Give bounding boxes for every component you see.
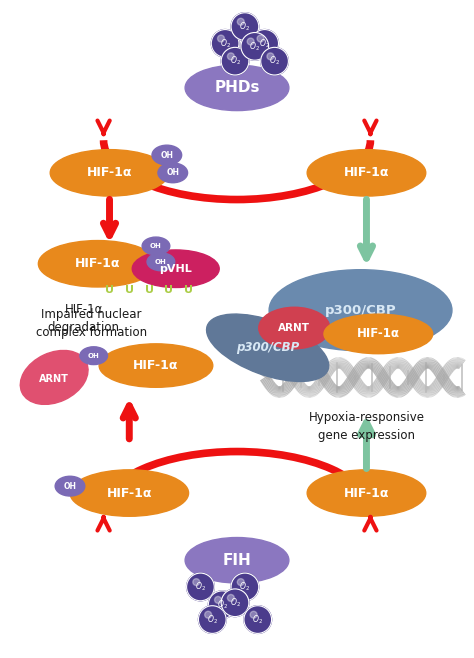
- Circle shape: [257, 35, 264, 42]
- Text: p300/CBP: p300/CBP: [325, 304, 396, 316]
- Text: HIF-1α: HIF-1α: [75, 257, 120, 270]
- Circle shape: [209, 591, 236, 619]
- Circle shape: [187, 573, 214, 601]
- Circle shape: [247, 38, 254, 45]
- Text: U: U: [184, 286, 193, 295]
- Text: p300/CBP: p300/CBP: [236, 342, 299, 354]
- Ellipse shape: [259, 307, 330, 349]
- Text: HIF-1α: HIF-1α: [357, 328, 400, 340]
- Text: HIF-1α
degradation: HIF-1α degradation: [48, 303, 120, 334]
- Ellipse shape: [132, 250, 219, 288]
- Text: HIF-1α: HIF-1α: [107, 486, 152, 499]
- Text: $O_2$: $O_2$: [239, 20, 250, 33]
- Ellipse shape: [80, 347, 108, 365]
- Text: OH: OH: [155, 259, 167, 265]
- Text: PHDs: PHDs: [214, 80, 260, 95]
- Text: pVHL: pVHL: [159, 264, 192, 274]
- Circle shape: [250, 611, 257, 618]
- Text: HIF-1α: HIF-1α: [87, 166, 132, 180]
- Text: $O_2$: $O_2$: [207, 613, 218, 626]
- Text: U: U: [164, 286, 173, 295]
- Text: ARNT: ARNT: [39, 374, 69, 384]
- Text: $O_2$: $O_2$: [259, 37, 270, 49]
- Text: $O_2$: $O_2$: [252, 613, 263, 626]
- Ellipse shape: [207, 314, 328, 382]
- Text: $O_2$: $O_2$: [269, 55, 280, 67]
- Text: OH: OH: [88, 353, 100, 359]
- Text: HIF-1α: HIF-1α: [344, 166, 389, 180]
- Circle shape: [237, 18, 244, 25]
- Ellipse shape: [158, 163, 188, 183]
- Circle shape: [237, 578, 244, 586]
- Text: U: U: [125, 286, 134, 295]
- Ellipse shape: [185, 65, 289, 111]
- Circle shape: [205, 611, 211, 618]
- Circle shape: [244, 606, 272, 634]
- Ellipse shape: [307, 149, 426, 196]
- Ellipse shape: [99, 344, 213, 388]
- Text: Hypoxia-responsive
gene expression: Hypoxia-responsive gene expression: [309, 411, 424, 442]
- Text: U: U: [105, 286, 114, 295]
- Circle shape: [211, 30, 239, 57]
- Text: U: U: [145, 286, 154, 295]
- Circle shape: [267, 53, 274, 60]
- Circle shape: [251, 30, 279, 57]
- Ellipse shape: [324, 314, 433, 354]
- Text: FIH: FIH: [223, 553, 251, 568]
- Text: $O_2$: $O_2$: [249, 40, 260, 53]
- Ellipse shape: [70, 470, 189, 517]
- Ellipse shape: [142, 237, 170, 255]
- Text: $O_2$: $O_2$: [195, 581, 206, 594]
- Text: OH: OH: [64, 482, 76, 491]
- Text: HIF-1α: HIF-1α: [344, 486, 389, 499]
- Circle shape: [199, 606, 226, 634]
- Text: $O_2$: $O_2$: [229, 55, 240, 67]
- Ellipse shape: [38, 241, 157, 287]
- Ellipse shape: [269, 270, 452, 351]
- Circle shape: [228, 53, 234, 60]
- Ellipse shape: [147, 253, 175, 270]
- Text: $O_2$: $O_2$: [239, 581, 250, 594]
- Ellipse shape: [50, 149, 169, 196]
- Text: ARNT: ARNT: [278, 323, 310, 333]
- Circle shape: [228, 594, 234, 601]
- Circle shape: [241, 32, 269, 60]
- Text: $O_2$: $O_2$: [217, 599, 228, 611]
- Circle shape: [261, 47, 288, 75]
- Circle shape: [215, 596, 221, 603]
- Ellipse shape: [185, 538, 289, 583]
- Circle shape: [231, 13, 259, 40]
- Circle shape: [221, 589, 249, 617]
- Text: OH: OH: [160, 151, 173, 159]
- Ellipse shape: [152, 145, 182, 165]
- Ellipse shape: [20, 351, 88, 405]
- Text: HIF-1α: HIF-1α: [133, 359, 179, 372]
- Text: OH: OH: [166, 168, 179, 178]
- Ellipse shape: [307, 470, 426, 517]
- Circle shape: [193, 578, 200, 586]
- Text: OH: OH: [150, 243, 162, 249]
- Text: $O_2$: $O_2$: [229, 597, 240, 609]
- Text: Impaired nuclear
complex formation: Impaired nuclear complex formation: [36, 307, 147, 339]
- Ellipse shape: [55, 476, 85, 496]
- Circle shape: [231, 573, 259, 601]
- Text: $O_2$: $O_2$: [219, 37, 230, 49]
- Circle shape: [218, 35, 225, 42]
- Circle shape: [221, 47, 249, 75]
